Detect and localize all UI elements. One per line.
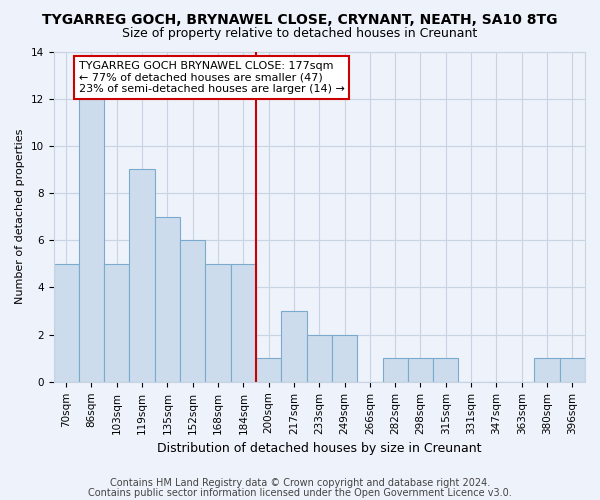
Bar — [408, 358, 433, 382]
Bar — [230, 264, 256, 382]
Bar — [155, 216, 180, 382]
Bar — [560, 358, 585, 382]
Bar — [205, 264, 230, 382]
Bar — [332, 334, 357, 382]
Bar — [180, 240, 205, 382]
Text: Size of property relative to detached houses in Creunant: Size of property relative to detached ho… — [122, 28, 478, 40]
Bar — [281, 311, 307, 382]
Y-axis label: Number of detached properties: Number of detached properties — [15, 129, 25, 304]
Bar — [79, 98, 104, 382]
Text: Contains HM Land Registry data © Crown copyright and database right 2024.: Contains HM Land Registry data © Crown c… — [110, 478, 490, 488]
Text: TYGARREG GOCH BRYNAWEL CLOSE: 177sqm
← 77% of detached houses are smaller (47)
2: TYGARREG GOCH BRYNAWEL CLOSE: 177sqm ← 7… — [79, 61, 345, 94]
Text: Contains public sector information licensed under the Open Government Licence v3: Contains public sector information licen… — [88, 488, 512, 498]
Bar — [535, 358, 560, 382]
Bar — [130, 170, 155, 382]
Bar — [383, 358, 408, 382]
Bar — [256, 358, 281, 382]
Bar — [53, 264, 79, 382]
X-axis label: Distribution of detached houses by size in Creunant: Distribution of detached houses by size … — [157, 442, 482, 455]
Bar — [307, 334, 332, 382]
Bar — [104, 264, 130, 382]
Bar — [433, 358, 458, 382]
Text: TYGARREG GOCH, BRYNAWEL CLOSE, CRYNANT, NEATH, SA10 8TG: TYGARREG GOCH, BRYNAWEL CLOSE, CRYNANT, … — [42, 12, 558, 26]
